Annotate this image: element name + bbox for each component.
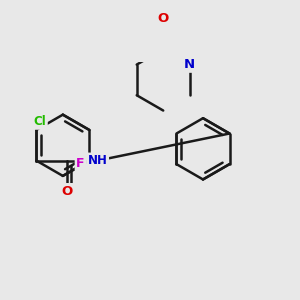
Text: N: N	[184, 58, 195, 71]
Text: F: F	[76, 157, 85, 170]
Text: O: O	[158, 12, 169, 25]
Text: NH: NH	[88, 154, 107, 167]
Text: O: O	[61, 185, 73, 198]
Text: Cl: Cl	[34, 115, 46, 128]
